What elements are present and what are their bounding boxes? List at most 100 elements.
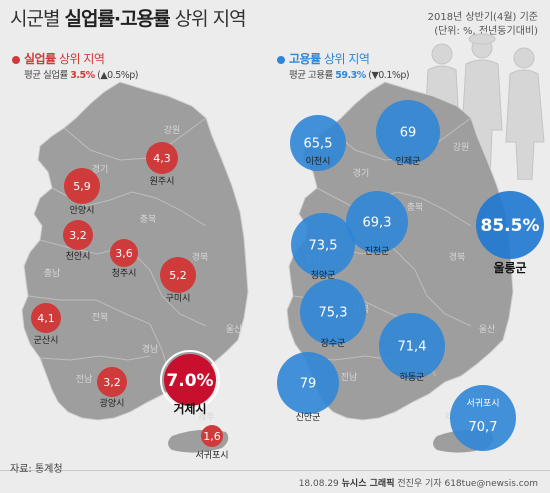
employment-value-label: 70,7 <box>469 420 498 435</box>
credit-person: 전진우 기자 618tue@newsis.com <box>397 479 538 489</box>
unemployment-bullet-icon <box>12 55 20 64</box>
unemployment-bubble <box>164 354 216 406</box>
date-note: 2018년 상반기(4월) 기준 <box>427 12 538 23</box>
unemployment-bubble <box>110 239 138 267</box>
employment-region-name: 신안군 <box>296 412 321 423</box>
unemployment-value-label: 1,6 <box>203 430 221 443</box>
employment-region-name: 장수군 <box>321 338 346 349</box>
unit-note: (단위: %, 전년동기대비) <box>434 26 538 37</box>
employment-bubble <box>379 313 445 379</box>
employment-value-label: 79 <box>300 377 317 392</box>
unemployment-value-label: 3,2 <box>103 376 121 389</box>
employment-avg-value: 59.3% <box>335 70 366 81</box>
employment-bubble <box>376 100 440 164</box>
title-bold: 실업률·고용률 <box>64 8 170 30</box>
unemployment-bubble-ring <box>160 350 220 410</box>
unemployment-value-label: 4,1 <box>37 312 55 325</box>
unemployment-heading-bold: 실업률 <box>24 52 56 66</box>
title-suffix: 상위 지역 <box>169 8 247 30</box>
unemployment-region-label: 울산 <box>226 324 243 335</box>
unemployment-region-name: 안양시 <box>70 205 95 216</box>
employment-value-label: 75,3 <box>319 306 348 321</box>
employment-heading-rest: 상위 지역 <box>320 52 370 66</box>
unemployment-region-name: 청주시 <box>112 268 137 279</box>
employment-region-name: 이천시 <box>306 156 331 167</box>
employment-value-label: 69,3 <box>363 216 392 231</box>
page-title: 시군별 실업률·고용률 상위 지역 <box>10 4 247 31</box>
unemployment-value-label: 3,6 <box>115 247 133 260</box>
employment-region-name: 하동군 <box>400 372 425 383</box>
unemployment-value-label: 3,2 <box>69 229 87 242</box>
unemployment-avg-value: 3.5% <box>70 70 95 81</box>
unemployment-region-name: 광양시 <box>100 397 125 409</box>
unemployment-region-name: 원주시 <box>150 176 175 187</box>
employment-bubbles: 85.5% 울릉군 65,5 이천시 69 인제군 69,3 진천군 73,5 청양군 75,3 장수… <box>277 100 544 451</box>
unemployment-region-label: 충남 <box>44 268 61 279</box>
employment-region-label: 경북 <box>449 251 466 263</box>
unemployment-value-label: 5,2 <box>169 269 187 282</box>
employment-region-name: 청양군 <box>311 270 336 281</box>
unemployment-region-label: 경북 <box>192 251 209 263</box>
source-note: 자료: 통계청 <box>10 464 63 475</box>
employment-avg-label: 평균 고용률 <box>289 70 336 81</box>
employment-region-name: 인제군 <box>396 156 421 167</box>
unemployment-region-label: 제주 <box>198 412 215 423</box>
credit-line: 18.08.29 뉴시스 그래픽 전진우 기자 618tue@newsis.co… <box>299 476 538 489</box>
employment-bullet-icon <box>277 55 285 64</box>
employment-bubble <box>300 279 366 345</box>
employment-region-label: 전남 <box>341 372 358 383</box>
unemployment-region-label: 강원 <box>164 125 181 136</box>
employment-bubble <box>476 191 544 259</box>
unemployment-bubbles: 7.0% 거제시 5,9 안양시 4,3 원주시 5,2 구미시 3,6 청주시 3,2 천안시 3,2… <box>31 142 229 461</box>
employment-heading-bold: 고용률 <box>289 52 321 66</box>
employment-region-name: 서귀포시 <box>466 398 499 409</box>
unemployment-region-name: 군산시 <box>34 335 59 346</box>
unemployment-region-name: 천안시 <box>66 251 91 262</box>
employment-bubble <box>450 385 516 451</box>
employment-heading: 고용률 상위 지역 <box>277 50 370 67</box>
unemployment-region-label: 충북 <box>140 214 157 225</box>
unemployment-bubble <box>63 220 93 250</box>
employment-region-label: 울산 <box>479 324 496 335</box>
employment-region-label: 강원 <box>453 142 470 153</box>
unemployment-heading: 실업률 상위 지역 <box>12 50 105 67</box>
employment-map: 강원경기충북충남경북전북울산전남제주 85.5%울릉군65,5이천시69인제군6… <box>277 81 544 453</box>
credit-date: 18.08.29 <box>298 479 339 489</box>
employment-value-label: 85.5% <box>481 216 540 236</box>
unemployment-region-label: 전남 <box>76 374 93 385</box>
unemployment-heading-rest: 상위 지역 <box>55 52 105 66</box>
employment-value-label: 69 <box>400 126 417 141</box>
unemployment-value-label: 4,3 <box>153 152 171 165</box>
unemployment-average: 평균 실업률 3.5% (▲0.5%p) <box>24 67 139 81</box>
unemployment-region-label: 경남 <box>142 343 159 355</box>
unemployment-region-name: 서귀포시 <box>195 450 228 461</box>
unemployment-map-borders <box>27 117 207 377</box>
unemployment-bubble <box>31 303 61 333</box>
employment-region-label: 충북 <box>407 202 424 213</box>
employment-region-label: 경기 <box>353 167 370 179</box>
unemployment-bubble <box>64 168 100 204</box>
title-prefix: 시군별 <box>10 8 65 30</box>
employment-value-label: 73,5 <box>309 239 338 254</box>
unemployment-value-label: 5,9 <box>73 180 91 193</box>
unemployment-bubble <box>201 425 223 447</box>
employment-value-label: 65,5 <box>304 137 333 152</box>
employment-average: 평균 고용률 59.3% (▼0.1%p) <box>289 67 410 81</box>
employment-region-name: 울릉군 <box>493 260 526 275</box>
employment-bubble <box>291 213 355 277</box>
employment-bubble <box>290 115 346 171</box>
employment-bubble <box>346 191 408 253</box>
footer-divider <box>0 470 550 471</box>
unemployment-value-label: 7.0% <box>166 371 213 391</box>
credit-org: 뉴시스 그래픽 <box>341 479 395 489</box>
unemployment-bubble <box>160 257 196 293</box>
employment-value-label: 71,4 <box>398 340 427 355</box>
unemployment-bubble <box>146 142 178 174</box>
employment-region-name: 진천군 <box>365 246 390 257</box>
employment-avg-change: (▼0.1%p) <box>365 70 410 81</box>
unemployment-bubble <box>97 367 127 397</box>
unemployment-region-name: 거제시 <box>173 401 206 416</box>
employment-bubble <box>277 352 339 414</box>
